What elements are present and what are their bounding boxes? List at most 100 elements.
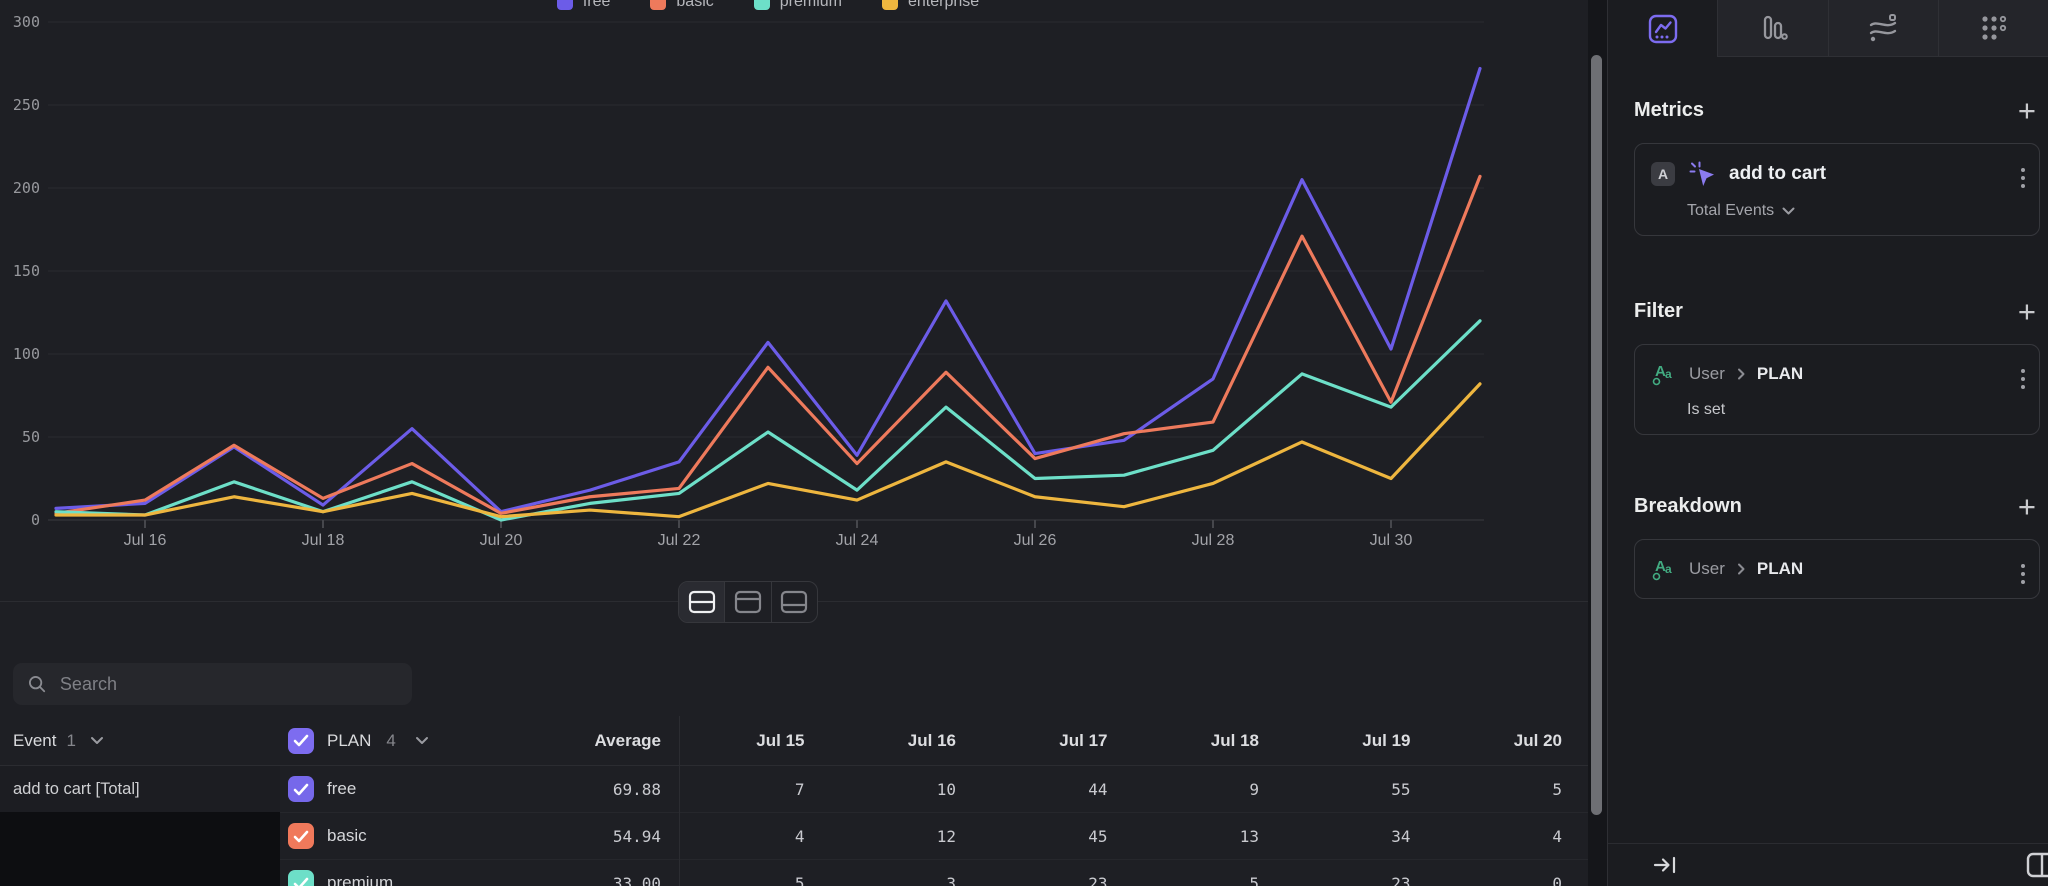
date-column-header[interactable]: Jul 16	[907, 730, 956, 750]
filter-menu-button[interactable]	[2019, 367, 2027, 391]
metric-menu-button[interactable]	[2019, 166, 2027, 190]
table-header-row: Event 1 PLAN 4	[0, 716, 1588, 766]
series-line-premium[interactable]	[54, 319, 1482, 522]
event-header[interactable]: Event 1	[0, 731, 280, 751]
text-property-icon: A a	[1652, 558, 1672, 581]
layout-split-button[interactable]	[679, 582, 725, 622]
split-rows-icon	[688, 590, 715, 614]
top-bar-icon	[734, 590, 762, 614]
collapse-panel-icon[interactable]	[1652, 854, 1678, 876]
series-line-basic[interactable]	[54, 174, 1482, 515]
filter-property: PLAN	[1756, 364, 1804, 383]
y-axis-label: 100	[13, 345, 40, 363]
average-column-header[interactable]: Average	[594, 730, 661, 750]
date-column-header[interactable]: Jul 19	[1362, 730, 1411, 750]
row-average-value: 69.88	[612, 779, 661, 799]
row-date-value: 3	[946, 873, 956, 886]
breakdown-menu-button[interactable]	[2019, 562, 2027, 586]
main-area: free basic premium enterprise 0 50 100 150 200 2…	[0, 0, 1588, 886]
row-date-value: 10	[936, 779, 956, 799]
table-row-premium[interactable]: premium 33.00 5 3 23 5 23 0	[280, 860, 1588, 886]
search-input[interactable]	[57, 672, 398, 696]
plan-select-all-checkbox[interactable]	[288, 727, 314, 754]
table-column-divider	[679, 716, 680, 886]
legend-item-basic[interactable]: basic	[650, 0, 714, 11]
add-filter-button[interactable]: +	[2017, 293, 2036, 329]
layout-toggle-group	[678, 581, 818, 623]
table-row-basic[interactable]: basic 54.94 4 12 45 13 34 4	[280, 813, 1588, 860]
x-axis-label: Jul 16	[124, 532, 167, 549]
date-column-header[interactable]: Jul 15	[756, 730, 805, 750]
x-axis-label: Jul 18	[302, 532, 345, 549]
event-row-label[interactable]: add to cart [Total]	[0, 766, 280, 812]
breakdown-property: PLAN	[1756, 559, 1804, 578]
filter-condition[interactable]: Is set	[1687, 401, 2023, 419]
row-checkbox[interactable]	[288, 870, 314, 886]
row-date-value: 45	[1088, 826, 1108, 846]
plan-header[interactable]: PLAN 4	[280, 727, 508, 754]
legend-chip	[556, 0, 573, 10]
date-column-header[interactable]: Jul 18	[1210, 730, 1259, 750]
tab-flows[interactable]	[1827, 0, 1938, 57]
text-property-icon: A a	[1652, 363, 1672, 386]
row-date-value: 44	[1088, 779, 1108, 799]
table-row-free[interactable]: free 69.88 7 10 44 9 55 5	[280, 766, 1588, 813]
legend-label: enterprise	[908, 0, 980, 10]
metric-card[interactable]: A add to cart Total Events	[1634, 143, 2040, 236]
series-line-enterprise[interactable]	[54, 382, 1482, 519]
svg-text:A: A	[1655, 363, 1666, 380]
bottom-bar-icon	[781, 590, 808, 614]
tab-more-reports[interactable]	[1937, 0, 2048, 57]
tab-bar-charts[interactable]	[1717, 0, 1828, 57]
filter-scope: User	[1689, 364, 1725, 383]
y-axis-label: 50	[22, 428, 40, 446]
row-date-value: 34	[1391, 826, 1411, 846]
row-checkbox[interactable]	[288, 776, 314, 802]
add-metric-button[interactable]: +	[2017, 92, 2036, 128]
flows-icon	[1869, 14, 1897, 42]
line-chart[interactable]: 0 50 100 150 200 250 300 Jul 16 Jul 18 Jul 20 Jul …	[0, 0, 1588, 560]
dots-grid-icon	[1982, 15, 2007, 40]
filter-title: Filter	[1634, 300, 1683, 322]
metric-event-name: add to cart	[1729, 163, 1827, 184]
date-column-header[interactable]: Jul 17	[1059, 730, 1108, 750]
breakdown-scope: User	[1689, 559, 1725, 578]
plan-count: 4	[386, 730, 396, 750]
row-average-value: 33.00	[612, 873, 661, 886]
filter-card[interactable]: A a User PLAN Is set	[1634, 344, 2040, 435]
series-line-free[interactable]	[54, 66, 1482, 514]
bar-chart-icon	[1763, 15, 1788, 40]
check-icon	[293, 877, 309, 886]
add-breakdown-button[interactable]: +	[2017, 488, 2036, 524]
scrollbar-thumb[interactable]	[1591, 55, 1602, 815]
layout-chart-only-button[interactable]	[724, 582, 770, 622]
tab-insights[interactable]	[1608, 0, 1718, 57]
legend-label: premium	[779, 0, 842, 10]
date-column-header[interactable]: Jul 20	[1513, 730, 1562, 750]
row-date-value: 9	[1249, 779, 1259, 799]
search-box[interactable]	[13, 663, 412, 705]
x-axis-label: Jul 28	[1192, 532, 1235, 549]
row-date-value: 4	[1552, 826, 1562, 846]
event-count: 1	[66, 730, 76, 750]
search-icon	[28, 676, 46, 693]
event-click-icon	[1689, 161, 1714, 186]
breakdown-card[interactable]: A a User PLAN	[1634, 539, 2040, 599]
legend-label: free	[582, 0, 611, 10]
legend-chip	[753, 0, 770, 10]
plan-rows: free 69.88 7 10 44 9 55 5 basic 54.94 4 12 45 13 34 4 pr…	[280, 766, 1588, 886]
row-date-value: 12	[936, 826, 956, 846]
legend-item-free[interactable]: free	[556, 0, 611, 11]
layout-table-only-button[interactable]	[770, 582, 817, 622]
row-date-value: 5	[1249, 873, 1259, 886]
line-chart-icon	[1648, 14, 1677, 43]
legend-item-premium[interactable]: premium	[753, 0, 842, 11]
legend-item-enterprise[interactable]: enterprise	[882, 0, 979, 11]
chevron-down-icon	[415, 736, 429, 745]
date-column-headers: Jul 15 Jul 16 Jul 17 Jul 18 Jul 19 Jul 20	[679, 731, 1588, 751]
row-checkbox[interactable]	[288, 823, 314, 849]
layout-panel-icon[interactable]	[2026, 851, 2048, 879]
aggregation-dropdown[interactable]: Total Events	[1687, 202, 2023, 220]
row-date-value: 4	[794, 826, 805, 846]
